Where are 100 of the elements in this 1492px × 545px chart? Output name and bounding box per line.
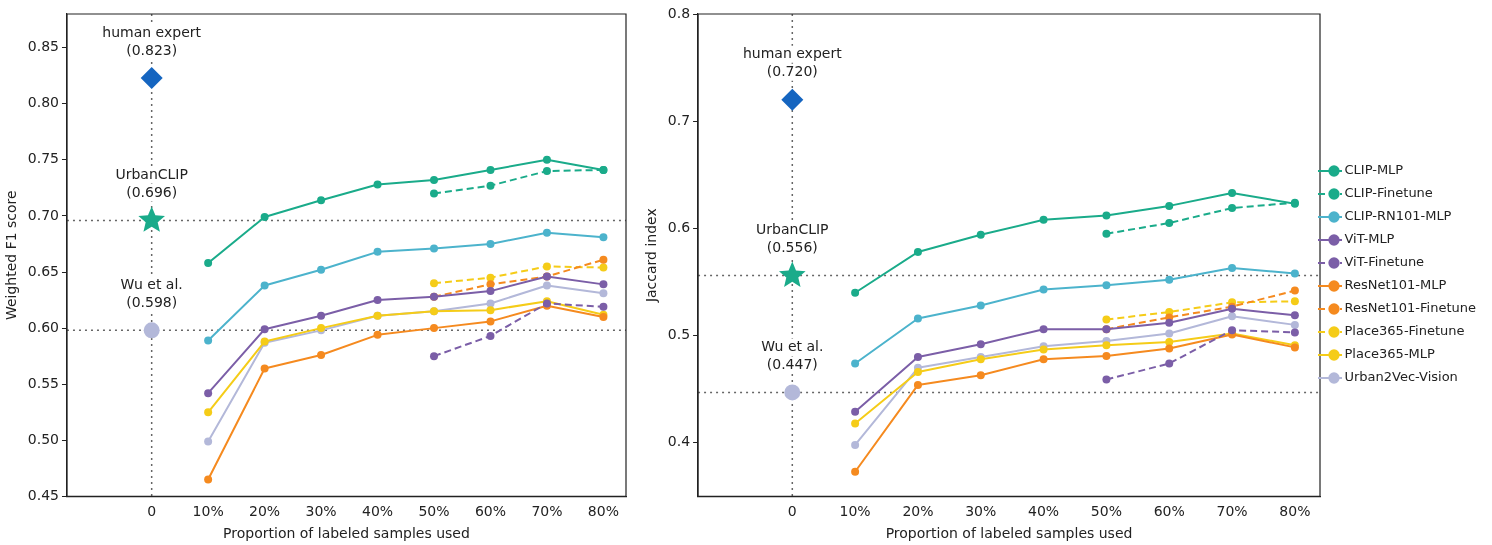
point — [373, 180, 382, 189]
x-tick-label: 0 — [147, 503, 157, 520]
point — [1102, 211, 1111, 220]
point — [486, 165, 495, 174]
point — [1165, 338, 1174, 347]
point — [1290, 269, 1299, 278]
annotation: human expert (0.823) — [102, 23, 202, 58]
y-tick-label: 0.75 — [27, 150, 59, 167]
point — [784, 384, 801, 401]
y-tick-label: 0.80 — [27, 94, 59, 111]
point — [430, 352, 439, 361]
legend-label: Urban2Vec-Vision — [1344, 369, 1458, 385]
point — [430, 324, 439, 333]
point — [260, 213, 269, 222]
point — [542, 228, 551, 237]
point — [1290, 311, 1299, 320]
point — [204, 408, 213, 417]
y-tick-label: 0.60 — [27, 318, 59, 335]
point — [486, 181, 495, 190]
point — [1102, 341, 1111, 350]
x-axis-title: Proportion of labeled samples used — [223, 525, 470, 542]
point — [1102, 375, 1111, 384]
point — [599, 280, 608, 289]
x-tick-label: 70% — [531, 503, 563, 520]
point — [373, 247, 382, 256]
x-tick-label: 50% — [1090, 503, 1122, 520]
point — [486, 287, 495, 296]
point — [1165, 201, 1174, 210]
point — [1039, 355, 1048, 364]
legend-label: ResNet101-MLP — [1344, 277, 1447, 293]
legend-label: CLIP-MLP — [1344, 162, 1404, 178]
point — [373, 296, 382, 305]
point — [851, 440, 860, 449]
point — [1102, 351, 1111, 360]
x-tick-label: 80% — [587, 503, 619, 520]
point — [1165, 344, 1174, 353]
y-tick-label: 0.4 — [667, 433, 691, 450]
x-tick-label: 80% — [1279, 503, 1311, 520]
annotation: Wu et al. (0.598) — [120, 276, 183, 311]
y-tick-label: 0.7 — [667, 111, 691, 128]
x-tick-label: 40% — [1028, 503, 1060, 520]
point — [204, 336, 213, 345]
y-axis-title: Weighted F1 score — [3, 190, 20, 321]
point — [260, 325, 269, 334]
point — [542, 262, 551, 271]
point — [204, 259, 213, 268]
point — [599, 302, 608, 311]
point — [781, 88, 804, 111]
point — [1039, 215, 1048, 224]
point — [317, 265, 326, 274]
point — [851, 407, 860, 416]
x-tick-label: 20% — [902, 503, 934, 520]
point — [1228, 189, 1237, 198]
point — [138, 206, 165, 232]
point — [1228, 204, 1237, 213]
x-tick-label: 60% — [474, 503, 507, 520]
x-tick-label: 10% — [839, 503, 871, 520]
point — [1290, 286, 1299, 295]
point — [204, 437, 213, 446]
point — [1165, 329, 1174, 338]
point — [976, 301, 985, 310]
point — [486, 299, 495, 308]
point — [260, 281, 269, 290]
legend-label: ViT-Finetune — [1344, 254, 1425, 270]
point — [1165, 275, 1174, 284]
point — [1290, 297, 1299, 306]
point — [976, 340, 985, 349]
legend-label: ResNet101-Finetune — [1344, 300, 1476, 316]
point — [486, 280, 495, 289]
legend-label: CLIP-RN101-MLP — [1344, 208, 1452, 224]
point — [1102, 281, 1111, 290]
x-tick-label: 60% — [1153, 503, 1185, 520]
point — [373, 330, 382, 339]
point — [204, 475, 213, 484]
y-tick-label: 0.6 — [667, 219, 691, 236]
point — [599, 289, 608, 298]
y-axis-title: Jaccard index — [643, 208, 660, 304]
point — [486, 239, 495, 248]
point — [317, 351, 326, 360]
annotation: Wu et al. (0.447) — [761, 338, 824, 373]
point — [1228, 264, 1237, 273]
point — [430, 189, 439, 198]
point — [851, 288, 860, 297]
point — [1039, 285, 1048, 294]
point — [1165, 359, 1174, 368]
point — [1165, 318, 1174, 327]
point — [851, 359, 860, 368]
point — [486, 331, 495, 340]
point — [430, 279, 439, 288]
x-tick-label: 0 — [787, 503, 797, 520]
point — [913, 247, 922, 256]
x-tick-label: 30% — [965, 503, 997, 520]
x-tick-label: 40% — [361, 503, 394, 520]
y-tick-label: 0.45 — [27, 487, 59, 504]
point — [430, 244, 439, 253]
point — [542, 281, 551, 290]
legend-label: ViT-MLP — [1344, 231, 1395, 247]
y-tick-label: 0.5 — [667, 326, 691, 343]
x-tick-label: 70% — [1216, 503, 1248, 520]
point — [599, 165, 608, 174]
